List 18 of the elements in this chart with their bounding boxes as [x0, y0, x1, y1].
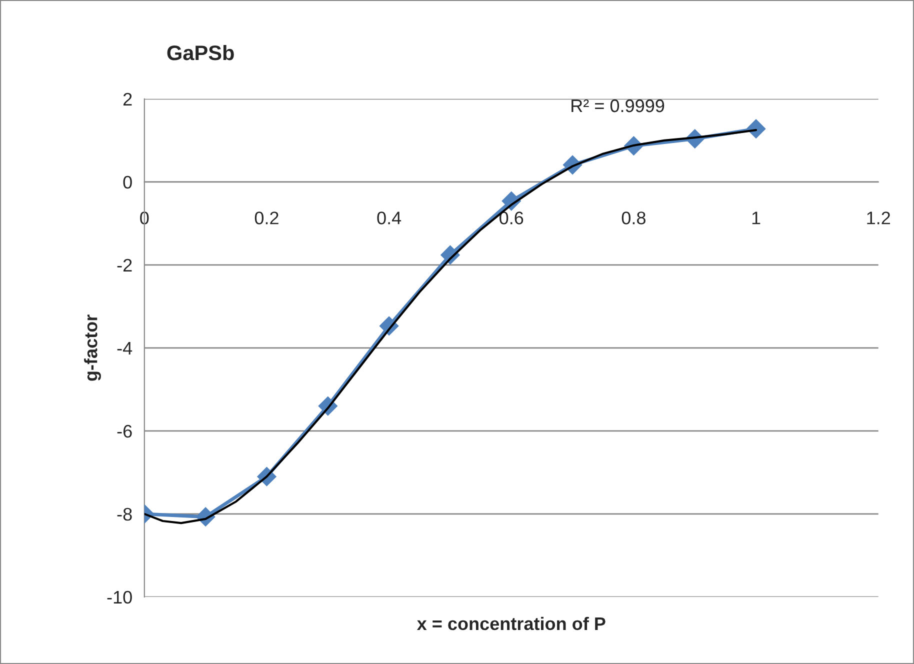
chart-title: GaPSb: [167, 44, 234, 60]
y-tick-label: -2: [117, 258, 132, 272]
y-axis-title: g-factor: [84, 314, 101, 381]
y-tick-label: -10: [107, 590, 132, 604]
y-tick-label: -8: [117, 508, 132, 521]
x-axis-title: x = concentration of P: [416, 616, 606, 630]
x-tick-label: 1.2: [867, 212, 890, 224]
x-tick-label: 0.6: [500, 212, 524, 224]
y-tick-label: -4: [117, 342, 132, 354]
x-tick-label: 0.2: [254, 212, 278, 224]
annotation: R² = 0.9999: [572, 99, 664, 112]
x-tick-label: 1: [752, 212, 760, 224]
y-tick-label: -6: [117, 424, 132, 438]
y-tick-label: 0: [123, 176, 132, 189]
x-tick-label: 0: [140, 212, 149, 224]
y-tick-label: 2: [123, 92, 132, 106]
x-tick-label: 0.8: [622, 212, 646, 224]
x-tick-label: 0.4: [377, 212, 402, 224]
